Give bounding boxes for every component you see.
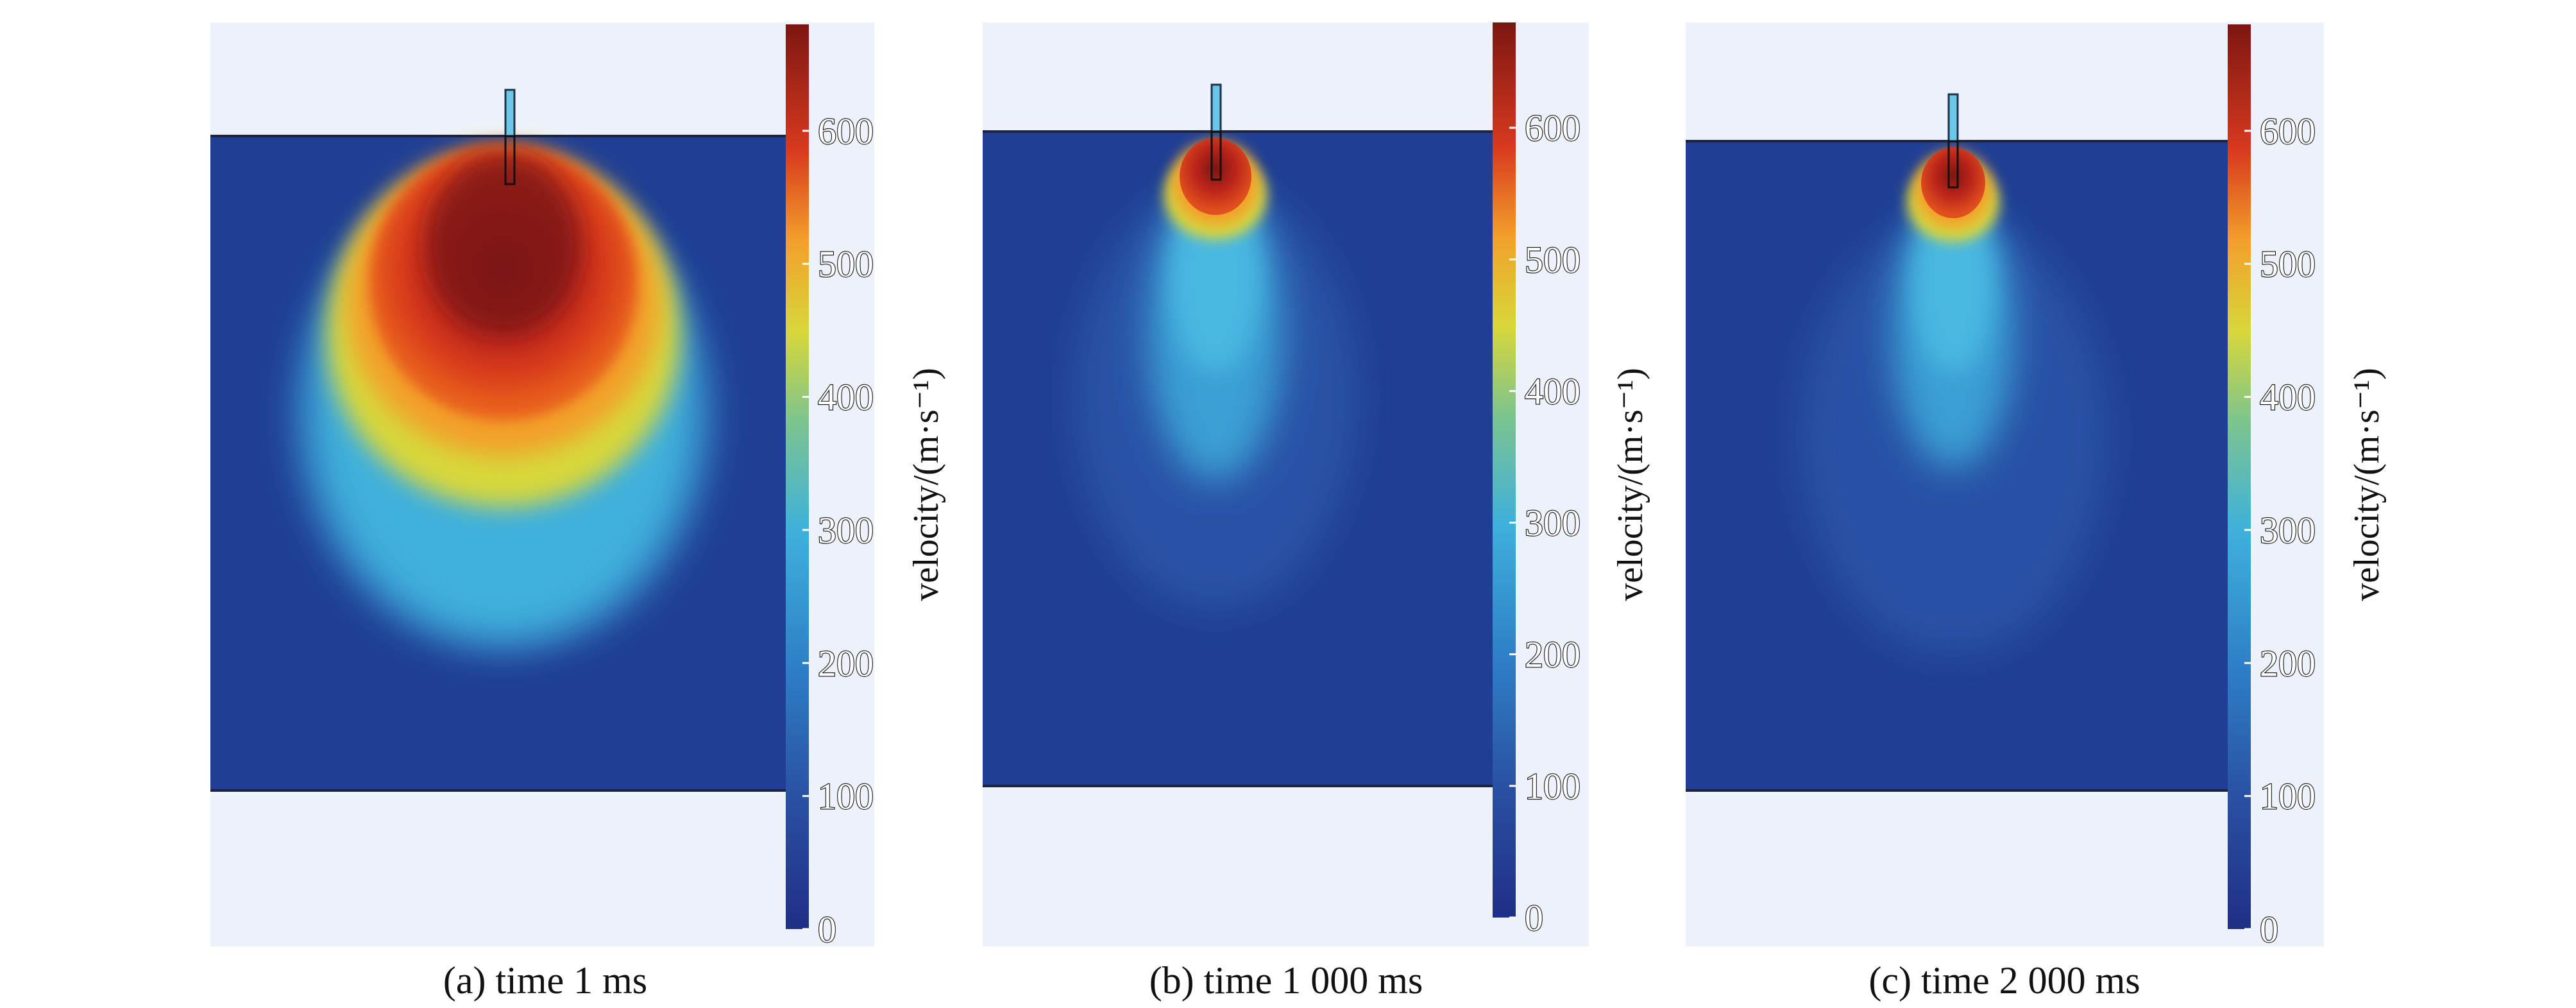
colorbar-tick-label: 500 — [1525, 239, 1580, 280]
colorbar-tick-label: 200 — [1525, 634, 1580, 676]
panel-b-caption: (b) time 1 000 ms — [1149, 959, 1423, 1002]
panel-b-colorbar: 0 100 200 300 400 500 600 velocity/(m·s⁻¹) — [1493, 22, 1650, 939]
panel-a-caption: (a) time 1 ms — [443, 959, 647, 1002]
colorbar-tick-label: 400 — [1525, 370, 1580, 412]
panel-b-needle — [1210, 83, 1222, 181]
panel-a-plume — [292, 144, 715, 654]
panel-c-caption: (c) time 2 000 ms — [1868, 959, 2140, 1002]
panel-c-needle — [1947, 93, 1959, 189]
colorbar-tick-label: 500 — [2260, 243, 2316, 285]
colorbar-tick-label: 200 — [818, 642, 874, 684]
panel-a-colorbar-label: velocity/(m·s⁻¹) — [906, 368, 946, 601]
panel-b-colorbar-label: velocity/(m·s⁻¹) — [1611, 368, 1650, 601]
panel-b: 0 100 200 300 400 500 600 velocity/(m·s⁻¹) (b)… — [983, 22, 1650, 1002]
panel-b-colorbar-ticks: 0 100 200 300 400 500 600 — [1509, 107, 1581, 939]
panel-a-colorbar-ticks: 0 100 200 300 400 500 600 — [802, 110, 874, 951]
colorbar-tick-label: 600 — [818, 110, 874, 152]
panel-c-colorbar-label: velocity/(m·s⁻¹) — [2347, 368, 2387, 601]
colorbar-tick-label: 400 — [818, 377, 874, 418]
panel-a-needle — [504, 89, 516, 185]
colorbar-tick-label: 300 — [2260, 509, 2316, 551]
colorbar-tick-label: 500 — [818, 243, 874, 285]
colorbar-tick-label: 600 — [1525, 107, 1580, 149]
colorbar-tick-label: 400 — [2260, 377, 2316, 418]
panel-c-colorbar-scale — [2228, 24, 2251, 929]
colorbar-tick-label: 100 — [2260, 776, 2316, 817]
colorbar-tick-label: 0 — [818, 909, 836, 950]
panel-b-colorbar-scale — [1493, 22, 1516, 918]
panel-c-colorbar-ticks: 0 100 200 300 400 500 600 — [2244, 110, 2316, 951]
panel-c: 0 100 200 300 400 500 600 velocity/(m·s⁻¹) (c)… — [1686, 22, 2387, 1002]
panel-c-colorbar: 0 100 200 300 400 500 600 velocity/(m·s⁻¹) — [2228, 24, 2387, 951]
colorbar-tick-label: 200 — [2260, 642, 2316, 684]
panel-b-plume — [1074, 138, 1357, 610]
panel-a-colorbar: 0 100 200 300 400 500 600 velocity/(m·s⁻¹) — [786, 24, 946, 951]
colorbar-tick-label: 300 — [818, 509, 874, 551]
panel-a-colorbar-scale — [786, 24, 809, 929]
colorbar-tick-label: 300 — [1525, 502, 1580, 544]
colorbar-tick-label: 100 — [1525, 765, 1580, 807]
colorbar-tick-label: 0 — [1525, 897, 1543, 939]
colorbar-tick-label: 100 — [818, 776, 874, 817]
colorbar-tick-label: 0 — [2260, 909, 2278, 950]
panel-a: 0 100 200 300 400 500 600 velocity/(m·s⁻¹) (a)… — [210, 22, 946, 1002]
panel-c-plume — [1799, 148, 2107, 654]
colorbar-tick-label: 600 — [2260, 110, 2316, 152]
